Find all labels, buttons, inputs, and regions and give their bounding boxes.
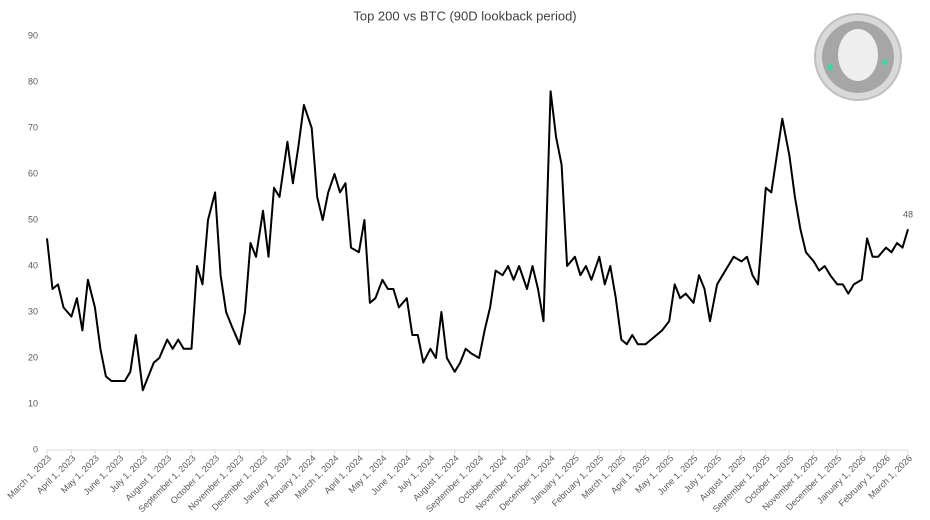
chart-title: Top 200 vs BTC (90D lookback period) xyxy=(353,8,576,23)
y-tick-label: 60 xyxy=(28,168,38,178)
y-tick-label: 80 xyxy=(28,76,38,86)
y-tick-label: 0 xyxy=(33,444,38,454)
y-tick-label: 10 xyxy=(28,398,38,408)
logo xyxy=(814,13,902,101)
y-tick-label: 30 xyxy=(28,306,38,316)
y-tick-label: 40 xyxy=(28,260,38,270)
y-tick-label: 70 xyxy=(28,122,38,132)
y-tick-label: 50 xyxy=(28,214,38,224)
line xyxy=(46,90,909,392)
y-tick-label: 90 xyxy=(28,30,38,40)
data-label: 48 xyxy=(903,210,913,220)
y-tick-label: 20 xyxy=(28,352,38,362)
